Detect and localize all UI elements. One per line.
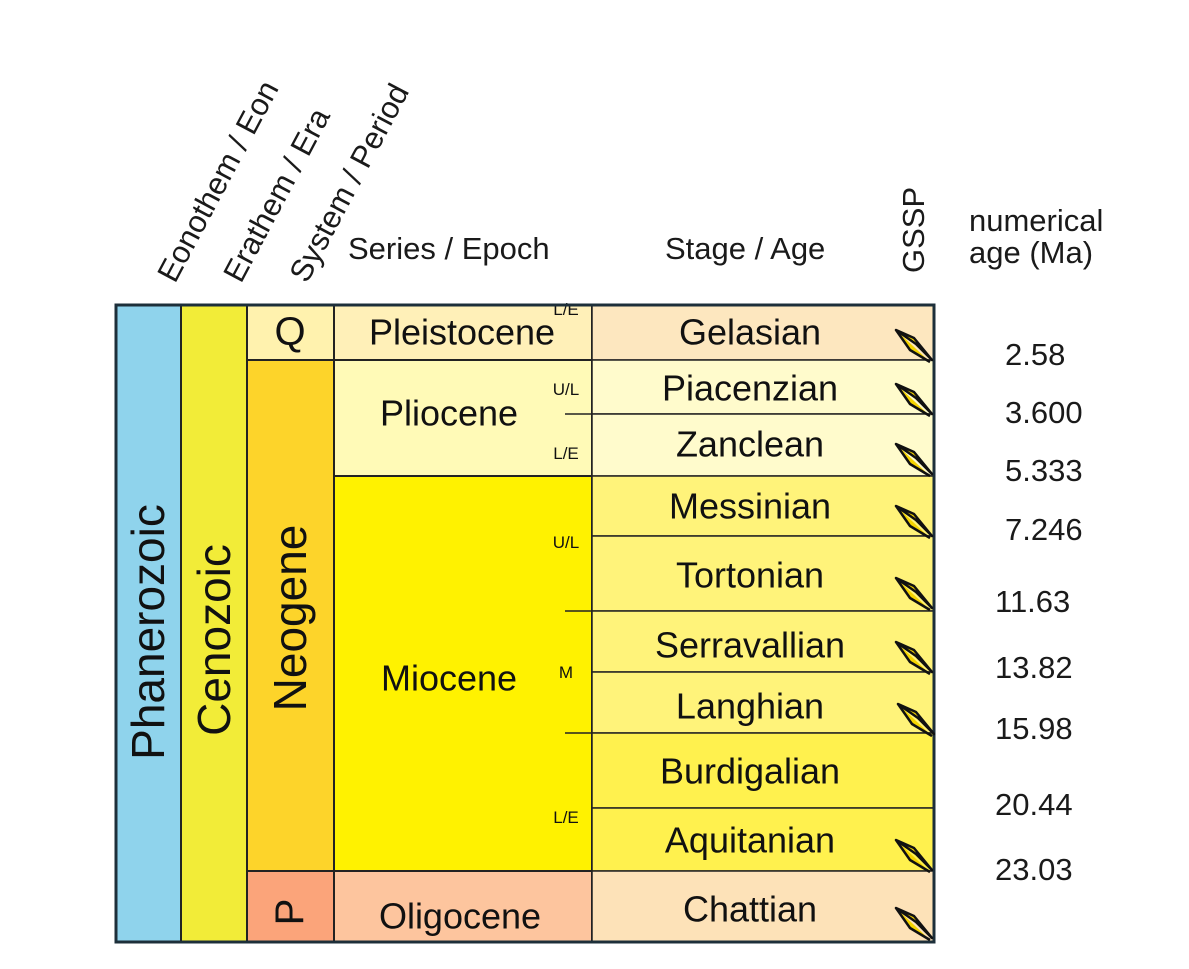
age-boundary-label: 11.63	[995, 584, 1071, 619]
subdivision-label: L/E	[553, 808, 579, 827]
age-boundary-label: 7.246	[1005, 512, 1083, 547]
stage-cell-serravallian	[591, 610, 935, 673]
epoch-label-oligocene: Oligocene	[379, 896, 541, 937]
period-label-quaternary: Q	[274, 310, 305, 354]
stage-cell-piacenzian	[591, 359, 935, 415]
golden-spike-icon	[894, 382, 934, 418]
numerical-age-header: numerical age (Ma)	[969, 205, 1103, 269]
subdivision-label: U/L	[553, 380, 579, 399]
epoch-label-miocene: Miocene	[381, 658, 517, 699]
golden-spike-icon	[894, 328, 934, 364]
stage-label-tortonian: Tortonian	[676, 555, 824, 596]
golden-spike-icon	[896, 702, 936, 738]
epoch-label-pliocene: Pliocene	[380, 393, 518, 434]
stage-label-piacenzian: Piacenzian	[662, 368, 838, 409]
age-boundary-label: 2.58	[1005, 337, 1066, 372]
subdivision-label: U/L	[553, 533, 579, 552]
stage-label-serravallian: Serravallian	[655, 625, 845, 666]
stage-cell-aquitanian	[591, 807, 935, 872]
stage-label-zanclean: Zanclean	[676, 424, 824, 465]
stage-cell-burdigalian	[591, 732, 935, 809]
epoch-label-pleistocene: Pleistocene	[369, 312, 555, 353]
epoch-cell-miocene	[333, 475, 593, 872]
eon-cell	[115, 304, 182, 943]
age-boundary-label: 3.600	[1005, 395, 1083, 430]
golden-spike-icon	[894, 576, 934, 612]
stage-cell-tortonian	[591, 535, 935, 612]
subdivision-label: M	[559, 663, 573, 682]
stage-label-burdigalian: Burdigalian	[660, 751, 840, 792]
golden-spike-icon	[894, 640, 934, 676]
stage-label-aquitanian: Aquitanian	[665, 820, 835, 861]
subdivision-label: L/E	[553, 300, 579, 319]
era-label: Cenozoic	[188, 544, 240, 736]
stage-cell-zanclean	[591, 413, 935, 477]
epoch-cell-oligocene	[333, 870, 593, 943]
golden-spike-icon	[894, 838, 934, 874]
epoch-header: Series / Epoch	[348, 231, 550, 266]
period-cell-neogene	[246, 359, 335, 872]
golden-spike-icon	[894, 442, 934, 478]
age-boundary-label: 5.333	[1005, 453, 1083, 488]
age-boundary-label: 15.98	[995, 711, 1073, 746]
stage-label-langhian: Langhian	[676, 686, 824, 727]
stage-label-messinian: Messinian	[669, 486, 831, 527]
period-label-neogene: Neogene	[264, 525, 316, 712]
chart-border	[114, 303, 936, 944]
age-boundary-label: 20.44	[995, 787, 1073, 822]
age-boundary-label: 23.03	[995, 852, 1073, 887]
stage-header: Stage / Age	[665, 231, 826, 266]
age-boundary-label: 13.82	[995, 650, 1073, 685]
eon-label: Phanerozoic	[122, 504, 174, 760]
period-label-paleogene: P	[268, 899, 312, 926]
stage-cell-chattian	[591, 870, 935, 943]
subdivision-label: L/E	[553, 444, 579, 463]
numerical-age-header-line1: numerical	[969, 203, 1104, 238]
golden-spike-icon	[894, 906, 934, 942]
numerical-age-header-line2: age (Ma)	[969, 235, 1094, 270]
golden-spike-icon	[894, 504, 934, 540]
stage-label-chattian: Chattian	[683, 889, 817, 930]
gssp-spikes	[894, 328, 936, 942]
stage-label-gelasian: Gelasian	[679, 312, 821, 353]
stage-cell-messinian	[591, 475, 935, 537]
